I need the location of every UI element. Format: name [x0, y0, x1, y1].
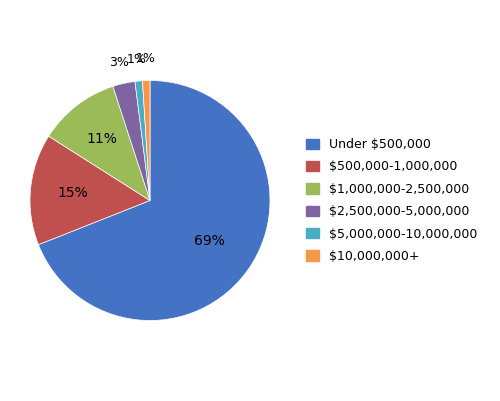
Wedge shape	[38, 81, 270, 320]
Wedge shape	[48, 86, 150, 200]
Wedge shape	[113, 81, 150, 200]
Text: 1%: 1%	[126, 53, 146, 66]
Text: 15%: 15%	[57, 186, 88, 200]
Legend: Under $500,000, $500,000-1,000,000, $1,000,000-2,500,000, $2,500,000-5,000,000, : Under $500,000, $500,000-1,000,000, $1,0…	[306, 138, 477, 263]
Wedge shape	[30, 136, 150, 245]
Text: 11%: 11%	[87, 132, 118, 146]
Text: 3%: 3%	[109, 56, 129, 69]
Text: 1%: 1%	[136, 53, 156, 65]
Text: 69%: 69%	[194, 234, 225, 248]
Wedge shape	[135, 81, 150, 200]
Wedge shape	[142, 81, 150, 200]
